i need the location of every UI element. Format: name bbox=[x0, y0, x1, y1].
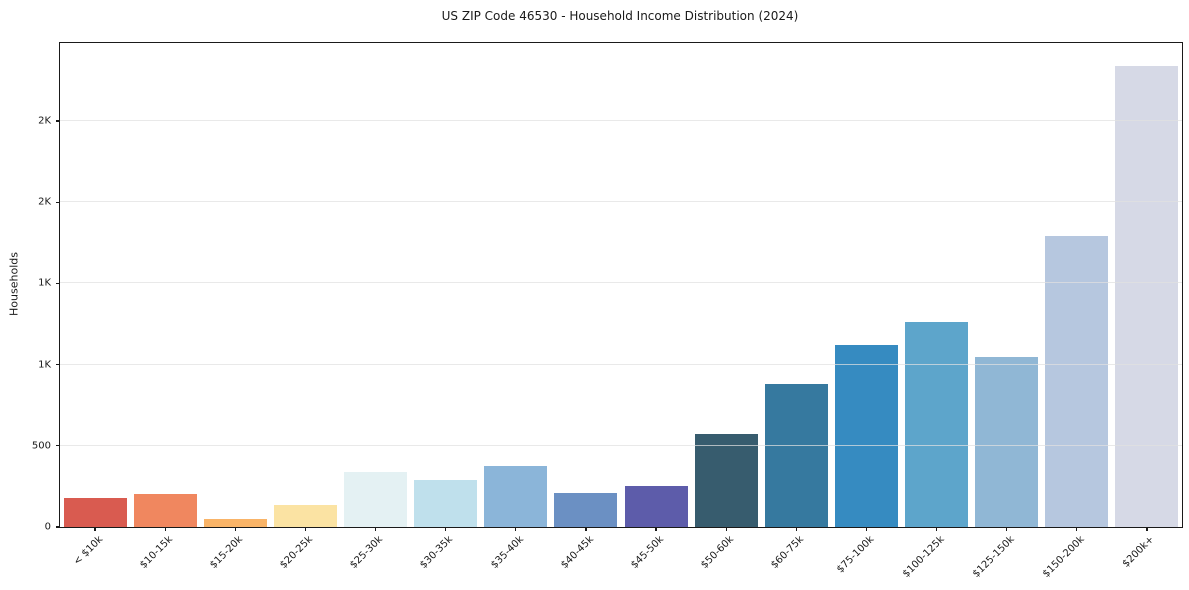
x-tick-label: $50-60k bbox=[699, 534, 736, 571]
bar bbox=[1115, 65, 1179, 527]
x-tick-mark bbox=[515, 527, 517, 531]
gridline bbox=[60, 363, 1182, 365]
y-tick-mark bbox=[56, 363, 60, 366]
x-tick-label: $60-75k bbox=[769, 534, 807, 571]
y-tick-label: 500 bbox=[31, 440, 51, 452]
chart-title: US ZIP Code 46530 - Household Income Dis… bbox=[441, 9, 799, 23]
bar bbox=[764, 384, 828, 527]
x-tick-mark bbox=[1006, 527, 1008, 531]
y-tick-mark bbox=[56, 526, 60, 528]
y-axis-label: Households bbox=[7, 252, 21, 316]
bar bbox=[63, 497, 127, 527]
x-tick-label: < $10k bbox=[71, 534, 105, 568]
y-tick-mark bbox=[56, 282, 60, 285]
x-tick-label: $10-15k bbox=[138, 534, 175, 571]
x-tick-label: $40-45k bbox=[558, 534, 596, 571]
y-tick-label: 2K bbox=[38, 115, 51, 127]
x-tick-mark bbox=[1076, 527, 1078, 531]
bar bbox=[344, 471, 408, 527]
gridline bbox=[60, 444, 1182, 446]
bar bbox=[905, 322, 969, 527]
gridline bbox=[60, 282, 1182, 284]
bar bbox=[975, 357, 1039, 527]
x-tick-mark bbox=[655, 527, 657, 531]
bar bbox=[624, 485, 688, 527]
x-tick-label: $25-30k bbox=[348, 534, 386, 571]
x-tick-mark bbox=[865, 527, 868, 531]
x-tick-mark bbox=[585, 527, 587, 531]
x-tick-mark bbox=[374, 527, 377, 531]
x-tick-mark bbox=[94, 527, 96, 531]
bar bbox=[414, 479, 478, 527]
x-tick-label: $200k+ bbox=[1120, 534, 1157, 570]
x-tick-label: $15-20k bbox=[208, 534, 246, 571]
y-tick-label: 2K bbox=[38, 196, 51, 208]
bar bbox=[273, 505, 337, 527]
bar bbox=[1045, 236, 1109, 527]
x-tick-label: $150-200k bbox=[1040, 534, 1087, 580]
y-tick-mark bbox=[56, 445, 60, 447]
y-tick-label: 0 bbox=[44, 521, 51, 533]
bar bbox=[484, 466, 548, 527]
y-tick-label: 1K bbox=[38, 359, 51, 371]
plot-area: 0 500 1K 1K 2K 2K < $10k $10-15k $15-20k $20-25k $… bbox=[32, 42, 1183, 580]
x-tick-mark bbox=[164, 527, 166, 531]
x-tick-label: $75-100k bbox=[834, 534, 877, 576]
x-tick-mark bbox=[725, 527, 727, 531]
bar bbox=[834, 345, 898, 527]
bar bbox=[133, 493, 197, 527]
x-tick-label: $35-40k bbox=[488, 534, 526, 571]
x-tick-label: $100-125k bbox=[900, 534, 947, 580]
gridline bbox=[60, 201, 1182, 203]
gridline bbox=[60, 119, 1182, 121]
bar bbox=[203, 518, 267, 527]
x-tick-label: $45-50k bbox=[628, 534, 666, 571]
x-tick-label: $125-150k bbox=[970, 534, 1017, 580]
x-tick-label: $30-35k bbox=[418, 534, 456, 571]
y-tick-mark bbox=[56, 120, 60, 122]
bar bbox=[694, 433, 758, 527]
x-tick-mark bbox=[795, 527, 797, 531]
x-tick-label: $20-25k bbox=[278, 534, 316, 571]
x-tick-mark bbox=[1146, 527, 1148, 531]
y-tick-label: 1K bbox=[38, 277, 51, 289]
x-tick-mark bbox=[234, 527, 236, 531]
x-tick-mark bbox=[935, 527, 938, 531]
x-tick-mark bbox=[304, 527, 307, 531]
x-tick-mark bbox=[445, 527, 447, 531]
bar bbox=[554, 492, 618, 527]
y-tick-mark bbox=[56, 201, 60, 203]
